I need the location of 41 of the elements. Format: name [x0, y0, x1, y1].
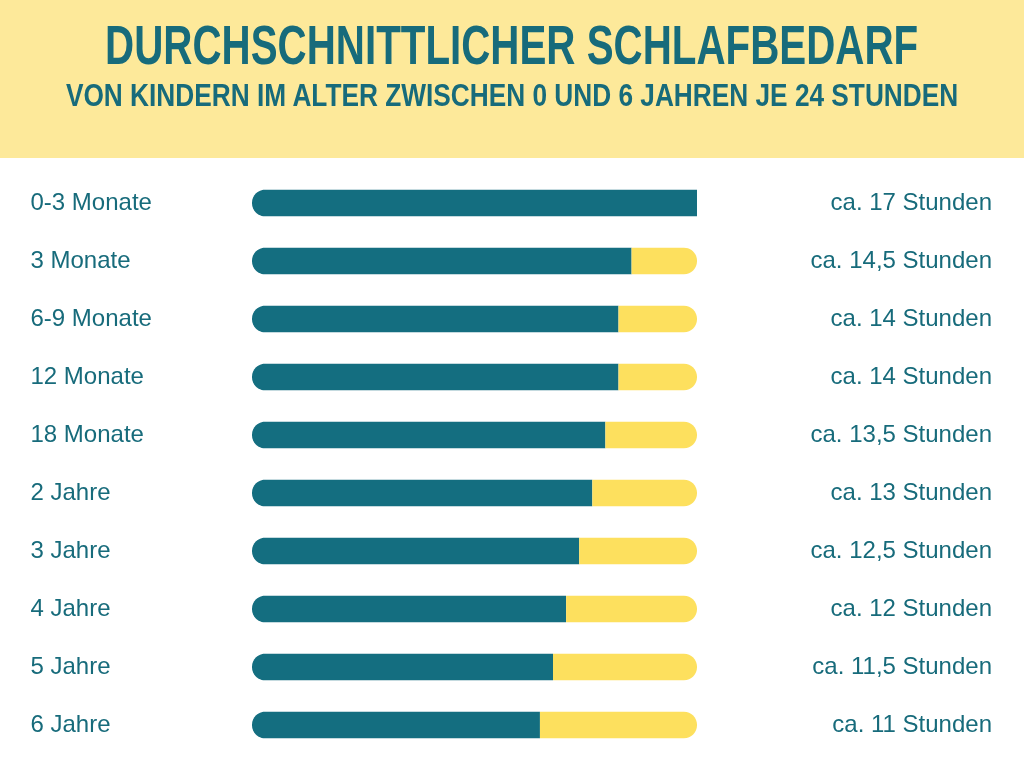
data-label: ca. 11,5 Stunden	[812, 652, 992, 679]
y-tick-label: 0-3 Monate	[30, 188, 152, 215]
data-label: ca. 13 Stunden	[830, 478, 992, 505]
bar	[252, 421, 606, 449]
y-tick-label: 3 Jahre	[30, 536, 111, 563]
bar	[631, 247, 697, 275]
bar	[252, 653, 554, 681]
data-label: ca. 13,5 Stunden	[810, 420, 992, 447]
y-tick-label: 12 Monate	[30, 362, 144, 389]
bar	[252, 711, 540, 739]
bar	[252, 189, 697, 217]
y-tick-label: 4 Jahre	[30, 594, 111, 621]
bar	[592, 479, 697, 507]
bar	[252, 479, 593, 507]
bar	[618, 305, 697, 333]
chart-subtitle: VON KINDERN IM ALTER ZWISCHEN 0 UND 6 JAHREN JE 24 STUNDEN	[65, 77, 959, 114]
bar	[252, 305, 619, 333]
chart-title: DURCHSCHNITTLICHER SCHLAFBEDARF	[105, 12, 919, 77]
bar	[252, 537, 580, 565]
data-label: ca. 14 Stunden	[830, 304, 992, 331]
data-label: ca. 14 Stunden	[830, 362, 992, 389]
y-tick-label: 5 Jahre	[30, 652, 111, 679]
bar	[252, 247, 632, 275]
bar	[539, 711, 697, 739]
y-tick-label: 18 Monate	[30, 420, 144, 447]
bar	[605, 421, 697, 449]
bar	[566, 595, 697, 623]
data-label: ca. 12,5 Stunden	[810, 536, 992, 563]
bar	[618, 363, 697, 391]
y-tick-label: 3 Monate	[30, 246, 131, 273]
data-label: ca. 14,5 Stunden	[810, 246, 992, 273]
y-tick-label: 6 Jahre	[30, 710, 111, 737]
data-label: ca. 17 Stunden	[830, 188, 992, 215]
bar	[553, 653, 697, 681]
bar	[579, 537, 697, 565]
bar	[252, 595, 567, 623]
bar	[252, 363, 619, 391]
y-tick-label: 6-9 Monate	[30, 304, 152, 331]
data-label: ca. 11 Stunden	[832, 710, 992, 737]
data-label: ca. 12 Stunden	[830, 594, 992, 621]
y-tick-label: 2 Jahre	[30, 478, 111, 505]
